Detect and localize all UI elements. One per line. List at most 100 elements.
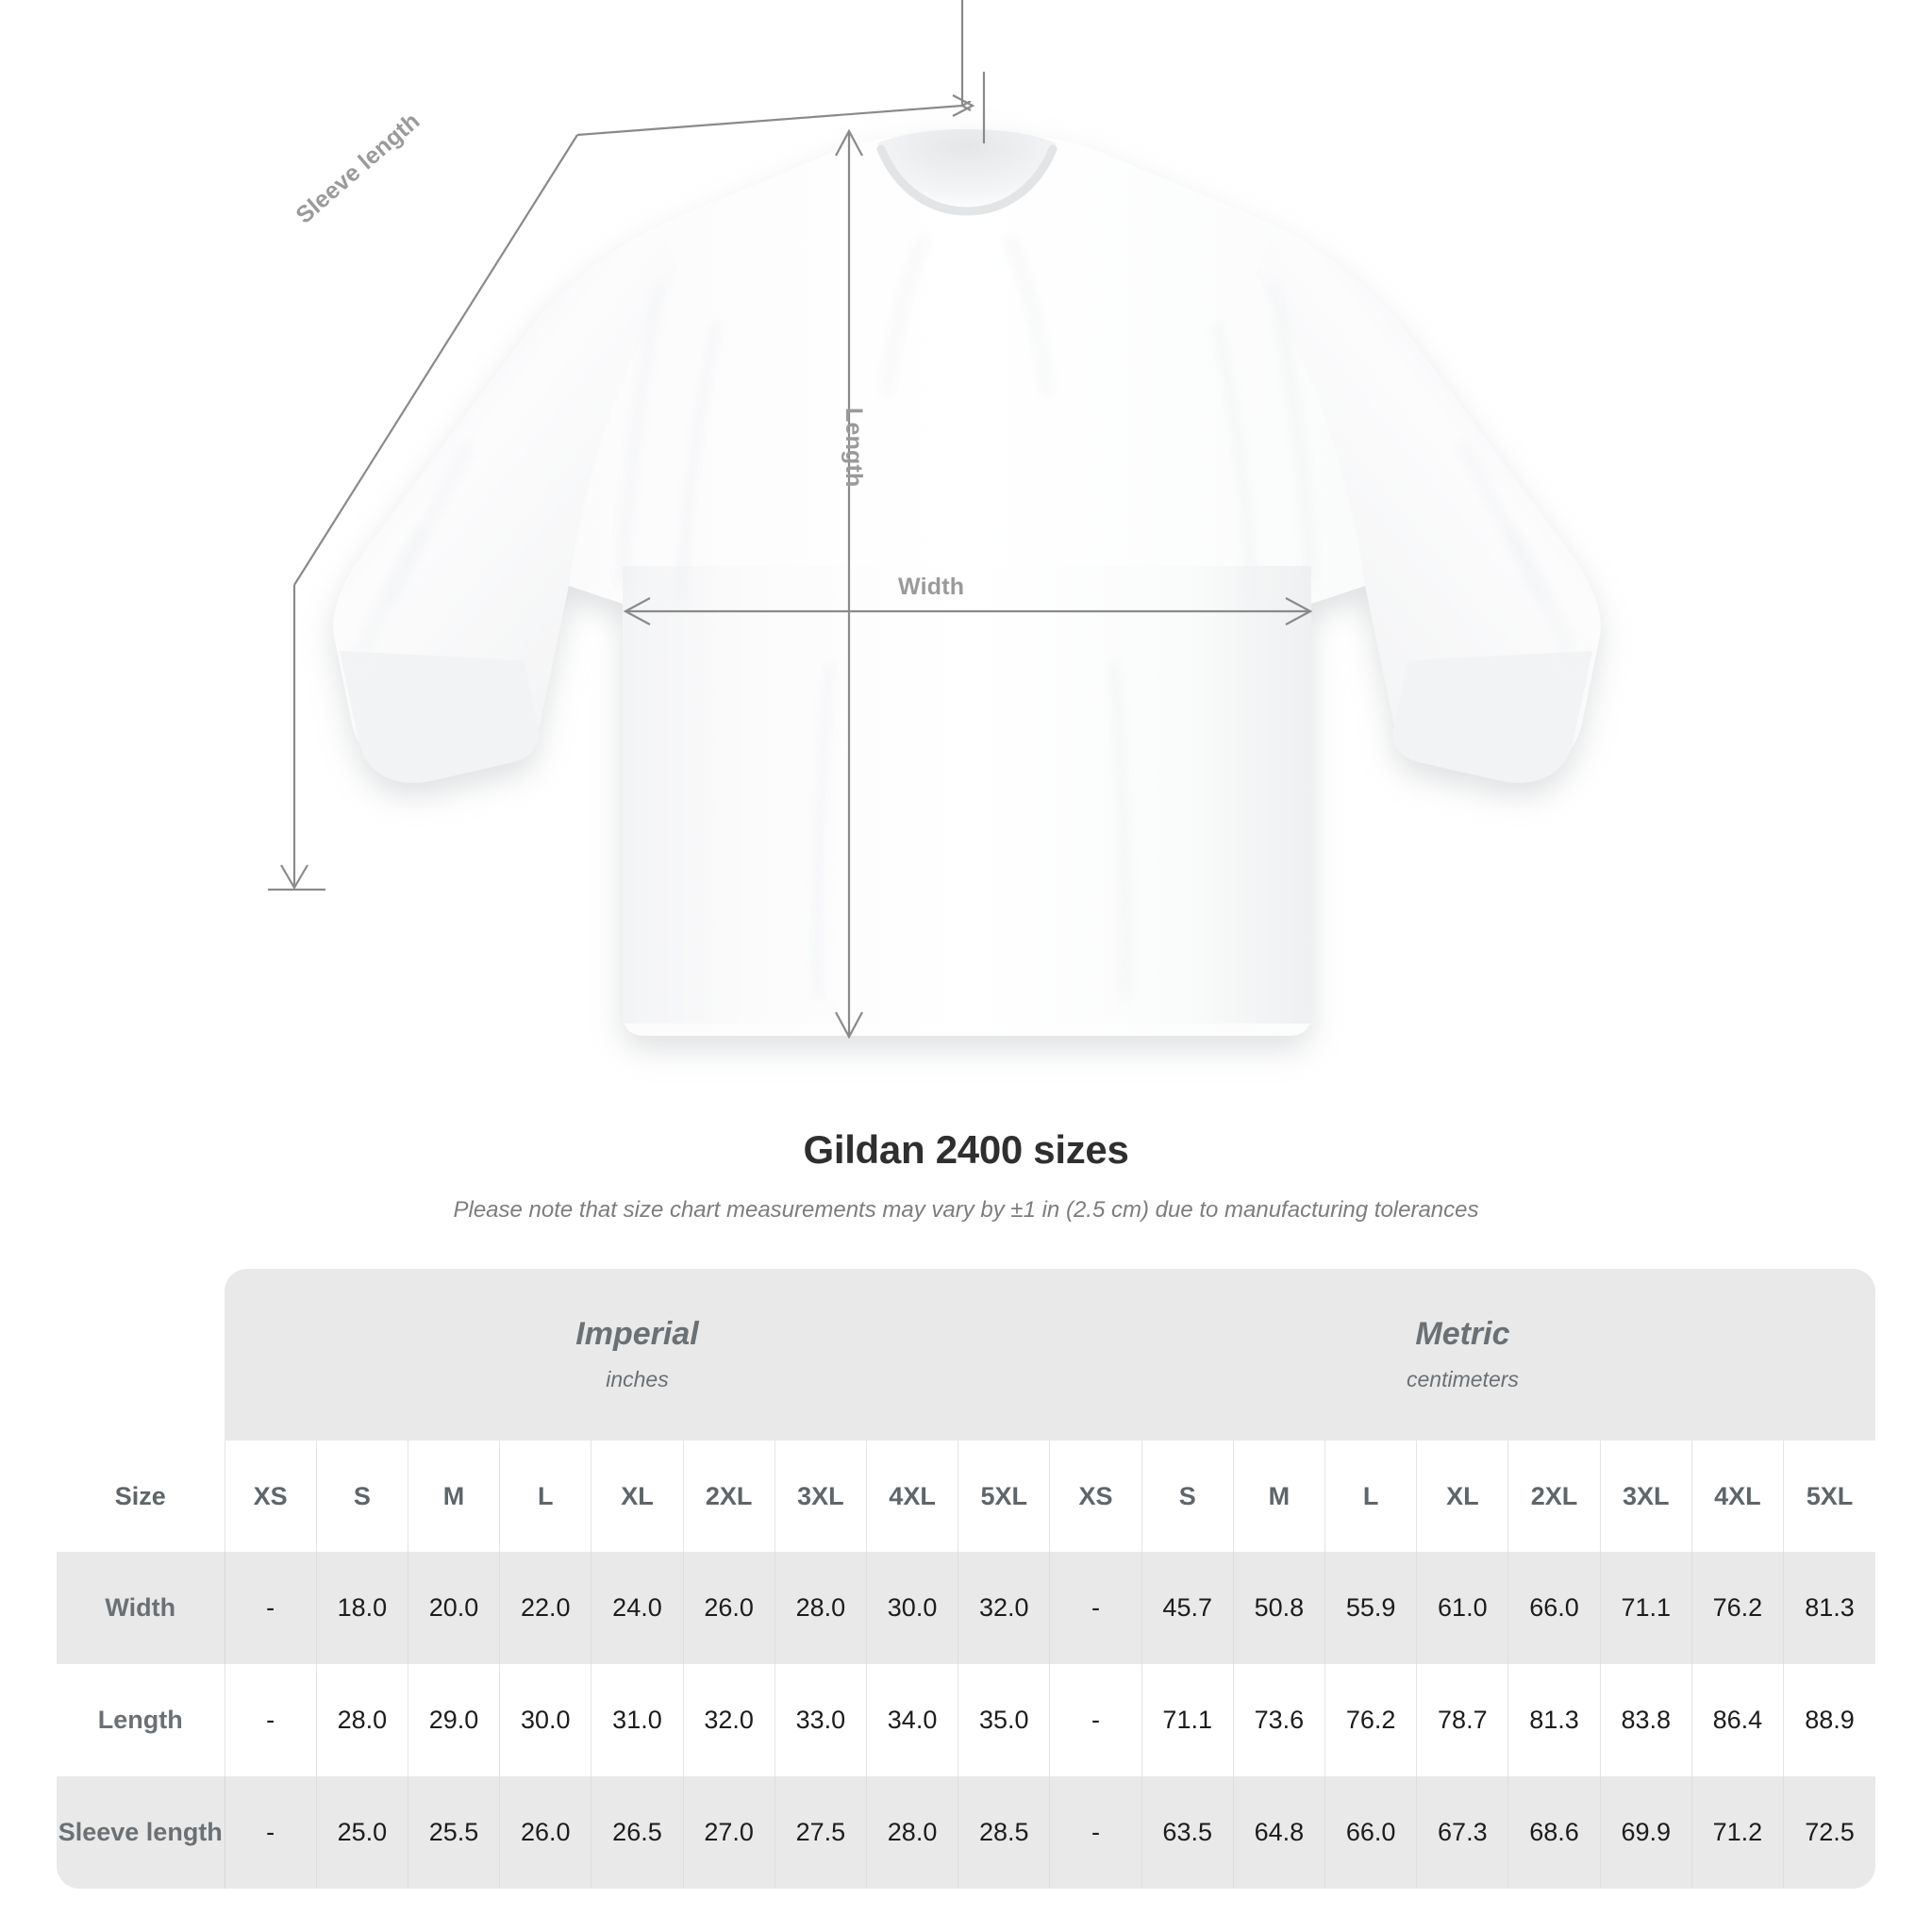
cell-length-metric-l: 76.2 xyxy=(1324,1664,1418,1776)
cell-length-imperial-xs: - xyxy=(225,1664,317,1776)
sleeve-diagonal-line xyxy=(293,134,578,586)
size-header-imperial-5xl: 5XL xyxy=(958,1441,1051,1552)
unit-row-spacer xyxy=(57,1269,225,1441)
size-header-metric-5xl: 5XL xyxy=(1783,1441,1875,1552)
sleeve-arrowhead-down xyxy=(280,864,308,891)
cell-length-imperial-m: 29.0 xyxy=(408,1664,501,1776)
cell-width-imperial-5xl: 32.0 xyxy=(958,1552,1051,1664)
shirt-torso xyxy=(623,566,1311,1024)
cell-length-imperial-xl: 31.0 xyxy=(591,1664,684,1776)
cell-sleeve-length-imperial-s: 25.0 xyxy=(316,1776,408,1889)
size-header-metric-3xl: 3XL xyxy=(1600,1441,1692,1552)
cell-sleeve-length-imperial-xs: - xyxy=(225,1776,317,1889)
size-column-header: Size xyxy=(57,1441,225,1552)
size-header-imperial-xl: XL xyxy=(591,1441,684,1552)
cell-sleeve-length-metric-xl: 67.3 xyxy=(1416,1776,1509,1889)
cell-width-imperial-xl: 24.0 xyxy=(591,1552,684,1664)
size-chart-table-wrapper: Imperial inches Metric centimeters Size XS S M L… xyxy=(57,1269,1875,1889)
right-sleeve xyxy=(1255,226,1601,770)
cell-length-imperial-l: 30.0 xyxy=(499,1664,592,1776)
cell-sleeve-length-metric-s: 63.5 xyxy=(1141,1776,1234,1889)
table-row: Width -18.0 20.0 22.0 24.0 26.0 28.0 30.0 32.0-4… xyxy=(57,1552,1875,1664)
size-header-metric-l: L xyxy=(1324,1441,1418,1552)
size-header-imperial-3xl: 3XL xyxy=(774,1441,867,1552)
unit-system-header-imperial: Imperial inches xyxy=(225,1269,1050,1441)
cell-length-metric-5xl: 88.9 xyxy=(1783,1664,1875,1776)
cell-length-imperial-5xl: 35.0 xyxy=(958,1664,1051,1776)
cell-length-metric-4xl: 86.4 xyxy=(1691,1664,1785,1776)
size-header-metric-xs: XS xyxy=(1049,1441,1142,1552)
unit-system-subtitle: inches xyxy=(606,1367,669,1392)
row-label-width: Width xyxy=(57,1552,225,1664)
cell-sleeve-length-metric-5xl: 72.5 xyxy=(1783,1776,1875,1889)
cell-width-imperial-4xl: 30.0 xyxy=(866,1552,959,1664)
cell-width-imperial-3xl: 28.0 xyxy=(774,1552,867,1664)
cell-sleeve-length-metric-xs: - xyxy=(1049,1776,1142,1889)
unit-system-subtitle: centimeters xyxy=(1407,1367,1519,1392)
cell-sleeve-length-metric-m: 64.8 xyxy=(1233,1776,1326,1889)
width-arrowhead-right xyxy=(1285,597,1313,625)
cell-width-metric-2xl: 66.0 xyxy=(1507,1552,1601,1664)
shirt-artwork xyxy=(333,129,1601,1036)
size-header-imperial-s: S xyxy=(316,1441,408,1552)
size-chart-table: Imperial inches Metric centimeters Size XS S M L… xyxy=(57,1269,1875,1889)
collar-rib xyxy=(876,144,1058,216)
size-header-imperial-xs: XS xyxy=(225,1441,317,1552)
unit-system-row: Imperial inches Metric centimeters xyxy=(57,1269,1875,1441)
cell-width-metric-m: 50.8 xyxy=(1233,1552,1326,1664)
cell-length-imperial-2xl: 32.0 xyxy=(683,1664,775,1776)
row-label-length: Length xyxy=(57,1664,225,1776)
length-guide xyxy=(835,128,863,1040)
cell-width-imperial-m: 20.0 xyxy=(408,1552,501,1664)
cell-width-metric-xs: - xyxy=(1049,1552,1142,1664)
cell-sleeve-length-metric-3xl: 69.9 xyxy=(1600,1776,1692,1889)
cell-sleeve-length-imperial-3xl: 27.5 xyxy=(774,1776,867,1889)
cell-sleeve-length-metric-l: 66.0 xyxy=(1324,1776,1418,1889)
page-title: Gildan 2400 sizes xyxy=(803,1127,1129,1172)
cell-length-metric-s: 71.1 xyxy=(1141,1664,1234,1776)
size-header-imperial-m: M xyxy=(408,1441,501,1552)
cell-width-imperial-xs: - xyxy=(225,1552,317,1664)
shirt-diagram-svg xyxy=(268,0,1601,1040)
cell-sleeve-length-imperial-l: 26.0 xyxy=(499,1776,592,1889)
table-row: Length -28.0 29.0 30.0 31.0 32.0 33.0 34.0 35.0-… xyxy=(57,1664,1875,1776)
cell-length-metric-xl: 78.7 xyxy=(1416,1664,1509,1776)
length-arrowhead-down xyxy=(835,1011,863,1040)
cell-width-metric-xl: 61.0 xyxy=(1416,1552,1509,1664)
cell-width-imperial-s: 18.0 xyxy=(316,1552,408,1664)
cell-length-metric-xs: - xyxy=(1049,1664,1142,1776)
size-header-row: Size XS S M L XL 2XL 3XL 4XL 5XL XS S M L XL 2XL 3XL 4XL 5… xyxy=(57,1441,1875,1552)
sleeve-length-guide xyxy=(268,0,986,891)
size-header-metric-2xl: 2XL xyxy=(1507,1441,1601,1552)
row-label-sleeve-length: Sleeve length xyxy=(57,1776,225,1889)
garment-illustration: Sleeve length Length Width xyxy=(268,0,1601,1040)
length-arrowhead-up xyxy=(835,128,863,157)
cell-length-metric-2xl: 81.3 xyxy=(1507,1664,1601,1776)
cell-width-metric-s: 45.7 xyxy=(1141,1552,1234,1664)
width-arrowhead-left xyxy=(623,597,651,625)
fabric-folds-soft xyxy=(352,234,1580,672)
table-row: Sleeve length -25.0 25.5 26.0 26.5 27.0 27.5 28… xyxy=(57,1776,1875,1889)
cell-width-metric-4xl: 76.2 xyxy=(1691,1552,1785,1664)
tolerance-note: Please note that size chart measurements… xyxy=(453,1197,1479,1223)
width-guide xyxy=(623,597,1313,625)
cell-width-metric-3xl: 71.1 xyxy=(1600,1552,1692,1664)
unit-system-header-metric: Metric centimeters xyxy=(1049,1269,1875,1441)
size-header-metric-m: M xyxy=(1233,1441,1326,1552)
cell-width-metric-l: 55.9 xyxy=(1324,1552,1418,1664)
shirt-collar xyxy=(877,129,1057,213)
left-sleeve xyxy=(333,226,679,770)
width-label: Width xyxy=(898,574,965,600)
cell-width-imperial-2xl: 26.0 xyxy=(683,1552,775,1664)
cell-width-imperial-l: 22.0 xyxy=(499,1552,592,1664)
cell-sleeve-length-imperial-2xl: 27.0 xyxy=(683,1776,775,1889)
cell-length-metric-m: 73.6 xyxy=(1233,1664,1326,1776)
cell-width-metric-5xl: 81.3 xyxy=(1783,1552,1875,1664)
left-cuff xyxy=(340,651,540,783)
unit-system-name: Imperial xyxy=(575,1315,699,1352)
cell-sleeve-length-metric-4xl: 71.2 xyxy=(1691,1776,1785,1889)
right-cuff xyxy=(1392,651,1592,783)
size-header-metric-xl: XL xyxy=(1416,1441,1509,1552)
cell-sleeve-length-imperial-xl: 26.5 xyxy=(591,1776,684,1889)
length-label: Length xyxy=(841,408,867,488)
